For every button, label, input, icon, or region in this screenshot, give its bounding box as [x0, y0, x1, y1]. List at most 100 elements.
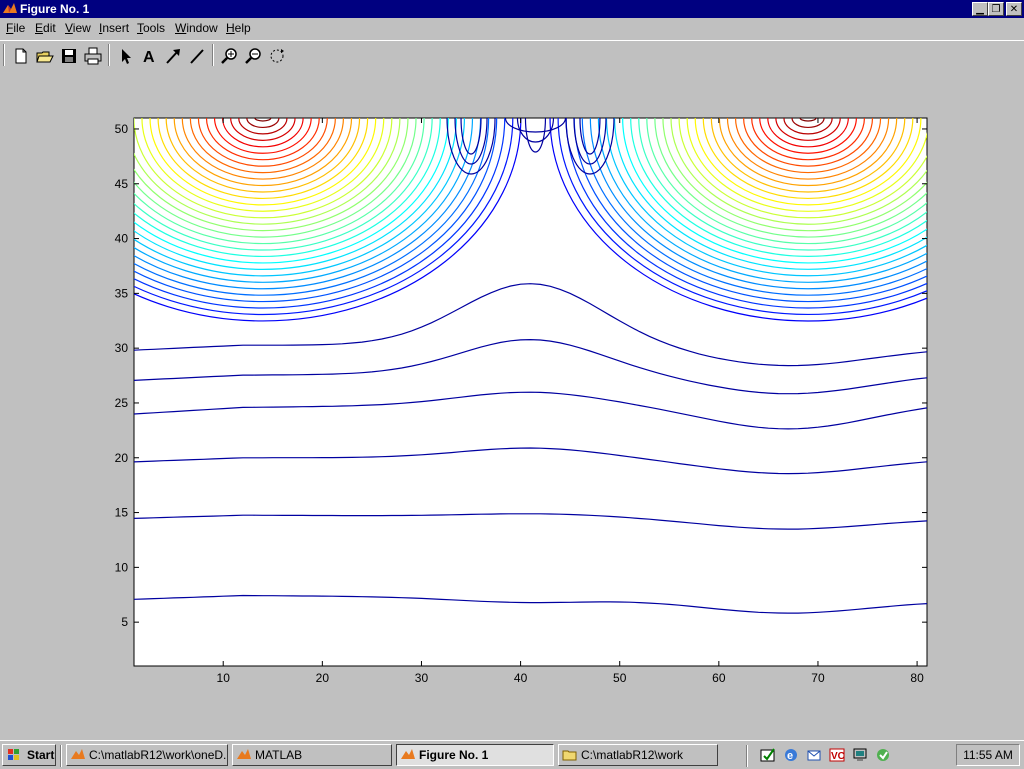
select-arrow-icon [122, 49, 131, 64]
contour-line [565, 118, 615, 175]
contour-line [446, 118, 496, 175]
window-title: Figure No. 1 [20, 2, 90, 16]
task-figure-1[interactable]: Figure No. 1 [396, 744, 554, 766]
task-label: C:\matlabR12\work\oneD... [89, 748, 228, 762]
insert-arrow-button[interactable] [162, 45, 184, 67]
contour-line [205, 118, 320, 161]
figure-toolbar: A [0, 40, 1024, 69]
contour-line [246, 118, 280, 129]
x-tick-label: 30 [415, 671, 429, 685]
select-arrow-button[interactable] [114, 45, 136, 67]
toolbar-separator [108, 44, 110, 66]
menu-tools[interactable]: Tools [137, 21, 166, 35]
taskbar: Start C:\matlabR12\work\oneD... MATLAB F… [0, 740, 1024, 769]
system-tray-clock[interactable]: 11:55 AM [956, 744, 1020, 766]
minimize-button[interactable]: ▁ [972, 2, 988, 16]
new-figure-button[interactable] [10, 45, 32, 67]
contour-line [134, 118, 506, 309]
x-tick-label: 80 [910, 671, 924, 685]
contour-line [134, 118, 401, 225]
contour-line [702, 118, 914, 199]
y-tick-label: 20 [115, 451, 129, 465]
contour-line [718, 118, 898, 186]
save-button[interactable] [58, 45, 80, 67]
task-onedim-editor[interactable]: C:\matlabR12\work\oneD... [66, 744, 228, 766]
contour-line [751, 118, 866, 161]
contour-line [134, 118, 522, 322]
x-tick-label: 70 [811, 671, 825, 685]
contour-line [134, 118, 498, 303]
menu-insert[interactable]: Insert [99, 21, 130, 35]
contour-line [134, 118, 417, 238]
contour-line [134, 118, 441, 257]
contour-line [516, 118, 555, 143]
task-matlab[interactable]: MATLAB [232, 744, 392, 766]
start-label: Start [27, 748, 55, 762]
new-figure-icon [15, 48, 27, 64]
zoom-in-button[interactable] [218, 45, 240, 67]
restore-button[interactable]: ❐ [988, 2, 1004, 16]
window-title-bar[interactable]: Figure No. 1 ▁ ❐ ✕ [0, 0, 1024, 18]
x-axis: 10 20 30 40 50 60 70 80 [217, 118, 924, 685]
y-tick-label: 5 [121, 615, 128, 629]
contour-line [173, 118, 353, 187]
menu-view[interactable]: View [65, 21, 91, 35]
contour-line [134, 338, 927, 395]
contour-line [589, 118, 927, 290]
scheduler-icon[interactable] [875, 747, 891, 763]
contour-line [134, 447, 927, 475]
contour-line [742, 118, 874, 167]
matlab-icon [71, 749, 85, 759]
x-tick-label: 50 [613, 671, 627, 685]
contour-line [254, 118, 272, 122]
print-icon [84, 47, 102, 65]
contour-line [454, 118, 488, 165]
contour-line [573, 118, 927, 303]
menu-file[interactable]: File [6, 21, 26, 35]
contour-line [759, 118, 857, 154]
rotate-3d-button[interactable] [266, 45, 288, 67]
contour-line [678, 118, 927, 219]
menu-help[interactable]: Help [226, 21, 251, 35]
internet-explorer-icon[interactable]: e [783, 747, 799, 763]
show-desktop-icon[interactable] [760, 747, 776, 763]
task-work-folder[interactable]: C:\matlabR12\work [558, 744, 718, 766]
contour-line [230, 118, 296, 141]
contour-line [141, 118, 385, 212]
menu-edit[interactable]: Edit [35, 21, 56, 35]
task-label: Figure No. 1 [419, 748, 489, 762]
y-tick-label: 15 [115, 506, 129, 520]
zoom-out-button[interactable] [242, 45, 264, 67]
svg-text:VC: VC [831, 751, 845, 762]
y-tick-label: 10 [115, 560, 129, 574]
close-button[interactable]: ✕ [1006, 2, 1022, 16]
network-icon[interactable] [852, 747, 868, 763]
contour-lines [134, 118, 927, 614]
clock: 11:55 AM [963, 748, 1013, 762]
contour-plot[interactable]: 10 20 30 40 50 60 70 80 5 10 15 20 25 30 35 40 45 50 [0, 68, 1024, 740]
contour-line [710, 118, 906, 193]
contour-line [524, 118, 547, 153]
open-file-button[interactable] [34, 45, 56, 67]
contour-line [134, 118, 490, 296]
insert-text-icon: A [143, 49, 155, 66]
matlab-icon [401, 749, 415, 759]
contour-line [134, 118, 409, 231]
insert-line-button[interactable] [186, 45, 208, 67]
contour-line [197, 118, 328, 167]
insert-text-button[interactable]: A [138, 45, 160, 67]
y-tick-label: 35 [115, 286, 129, 300]
toolbar-grip [3, 44, 5, 66]
visual-cafe-icon[interactable]: VC [829, 747, 845, 763]
start-button[interactable]: Start [2, 744, 56, 766]
print-button[interactable] [82, 45, 104, 67]
contour-line [134, 513, 927, 530]
contour-line [638, 118, 927, 251]
contour-line [134, 118, 457, 270]
insert-arrow-icon [166, 49, 180, 64]
contour-line [134, 391, 927, 430]
menu-window[interactable]: Window [175, 21, 218, 35]
open-file-icon [36, 51, 54, 63]
menu-bar: File Edit View Insert Tools Window Help [0, 18, 1024, 38]
outlook-express-icon[interactable] [806, 747, 822, 763]
